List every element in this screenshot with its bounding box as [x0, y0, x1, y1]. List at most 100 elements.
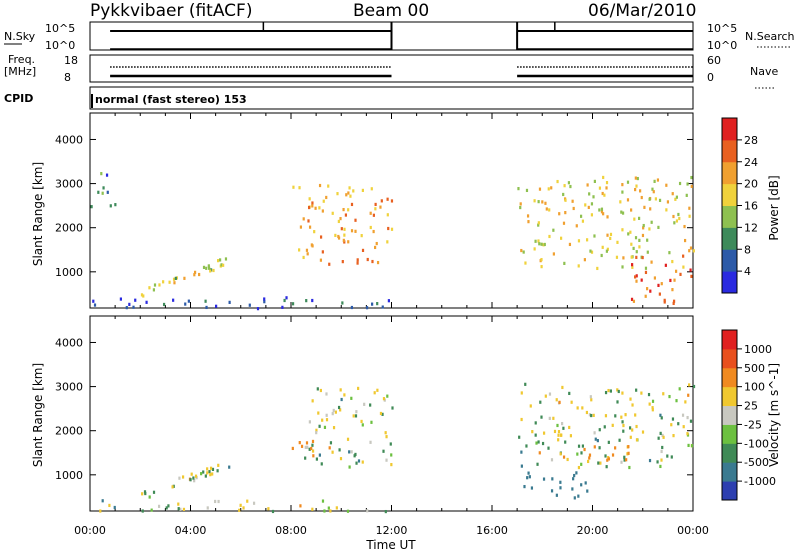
echo-evening-band-2	[634, 176, 637, 180]
echo-evening-band-1	[298, 186, 301, 190]
echo-gray-cloud	[323, 425, 327, 429]
echo-gray-cloud	[376, 388, 379, 392]
echo-near-range-clutter	[228, 300, 231, 304]
echo-late-gray	[621, 420, 624, 424]
echo-late-gray	[529, 404, 532, 408]
echo-late-gray	[681, 413, 685, 417]
echo-gray-cloud	[379, 411, 383, 416]
echo-evening-band-2	[605, 249, 609, 253]
colorbar-tick-label: -500	[744, 456, 769, 469]
echo-late-gray	[668, 394, 671, 399]
echo-evening-band-2	[689, 246, 693, 250]
echo-diagonal-band	[218, 258, 222, 262]
time-tick-label: 00:00	[677, 524, 709, 537]
echo-late-gray	[659, 413, 662, 417]
echo-late-gray	[687, 443, 690, 448]
velocity-echoes	[99, 382, 696, 514]
echo-evening-band-2	[552, 252, 555, 256]
echo-late-orange	[588, 456, 591, 460]
colorbar-swatch	[722, 118, 737, 141]
echo-near-range-mixed	[206, 506, 209, 510]
echo-gray-cloud	[339, 457, 343, 461]
echo-near-range-mixed	[321, 499, 325, 503]
echo-evening-band-1	[372, 213, 375, 217]
echo-strong-late-echo	[669, 278, 672, 283]
echo-diagonal-band	[162, 280, 165, 284]
echo-late-gray	[596, 439, 599, 443]
echo-evening-band-1	[361, 248, 365, 253]
echo-evening-band-2	[639, 189, 642, 193]
echo-late-gray	[670, 455, 673, 459]
cpid-label: CPID	[4, 92, 33, 105]
echo-evening-band-1	[344, 213, 348, 217]
echo-strong-late-echo	[634, 275, 637, 279]
echo-late-gray	[634, 413, 637, 417]
echo-late-gray	[677, 422, 680, 426]
echo-late-green	[530, 486, 534, 490]
echo-late-gray	[629, 435, 632, 439]
echo-early-echo	[100, 172, 103, 176]
echo-late-gray	[562, 455, 566, 459]
echo-diagonal-band	[143, 490, 147, 494]
echo-evening-band-1	[380, 199, 383, 203]
echo-evening-band-1	[375, 241, 378, 246]
echo-late-gray	[635, 438, 639, 442]
echo-late-green	[527, 471, 530, 475]
echo-gray-cloud	[329, 441, 333, 445]
echo-late-gray	[557, 430, 561, 434]
echo-gray-cloud	[339, 388, 342, 392]
echo-evening-band-1	[319, 235, 323, 239]
echo-late-gray	[605, 465, 608, 469]
echo-evening-band-2	[620, 210, 623, 214]
echo-evening-band-2	[656, 178, 660, 182]
echo-late-gray	[561, 385, 564, 390]
echo-late-gray	[626, 452, 629, 456]
echo-evening-band-1	[298, 248, 301, 252]
echo-diagonal-band	[192, 476, 195, 480]
ytick-label: 3000	[55, 178, 83, 191]
echo-orange-patch	[298, 441, 301, 445]
echo-late-gray	[670, 423, 673, 427]
echo-evening-band-1	[374, 207, 377, 211]
echo-evening-band-2	[626, 180, 630, 184]
velocity-axis-ticks: 1000 2000 3000 4000	[55, 316, 694, 511]
echo-strong-late-echo	[663, 298, 666, 302]
echo-strong-late-echo	[672, 299, 676, 303]
echo-evening-band-2	[522, 250, 525, 254]
echo-near-range-mixed	[311, 507, 314, 511]
echo-late-gray	[611, 423, 614, 427]
echo-evening-band-1	[354, 218, 357, 222]
echo-evening-band-1	[350, 202, 354, 207]
echo-evening-band-1	[302, 255, 305, 260]
nsky-label: N.Sky	[4, 30, 36, 43]
echo-late-gray	[689, 419, 693, 423]
echo-late-gray	[556, 423, 559, 428]
echo-evening-band-2	[634, 236, 638, 240]
echo-late-gray	[671, 417, 675, 421]
echo-evening-band-2	[527, 220, 530, 224]
echo-late-gray	[520, 391, 523, 395]
echo-gray-cloud	[355, 410, 358, 414]
velocity-colorbar: 1000 500 100 25 -25 -100 -500 -1000 Velocity [m…	[721, 329, 781, 501]
echo-evening-band-2	[583, 258, 586, 262]
echo-late-gray	[657, 436, 660, 440]
echo-gray-cloud	[343, 393, 346, 397]
echo-evening-band-2	[571, 199, 574, 203]
echo-evening-band-1	[314, 206, 317, 210]
echo-near-range-clutter	[285, 296, 288, 300]
echo-late-green	[523, 484, 526, 489]
echo-near-range-clutter	[350, 305, 354, 310]
echo-gray-cloud	[373, 391, 376, 395]
echo-evening-band-1	[372, 229, 375, 234]
echo-evening-band-2	[671, 192, 674, 196]
echo-late-gray	[594, 437, 597, 441]
echo-late-gray	[557, 438, 560, 442]
colorbar-swatch	[722, 424, 737, 444]
power-echoes	[90, 172, 695, 311]
echo-late-gray	[540, 415, 543, 419]
echo-strong-late-echo	[644, 294, 647, 298]
power-colorbar-label: Power [dB]	[767, 175, 781, 240]
echo-near-range-mixed	[335, 506, 338, 510]
echo-evening-band-2	[683, 238, 687, 243]
echo-late-gray	[520, 417, 523, 422]
